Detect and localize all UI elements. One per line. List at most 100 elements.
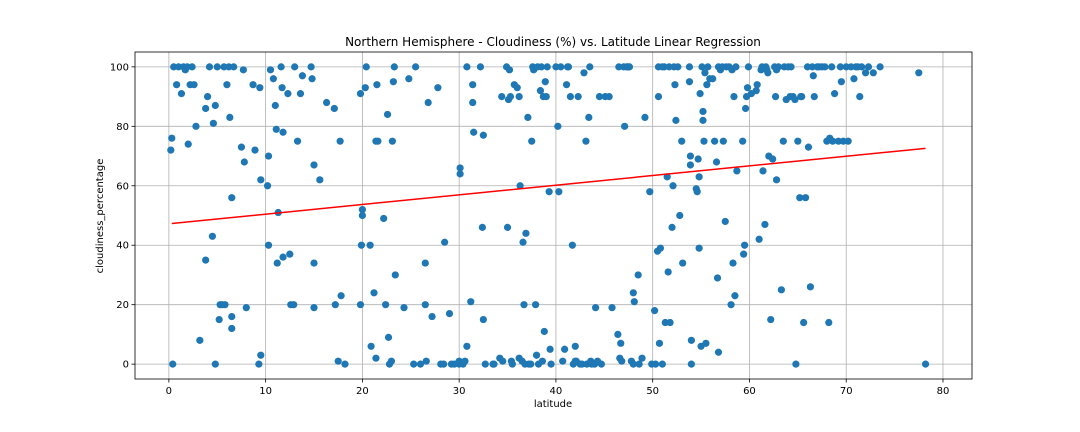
data-point [571,342,579,350]
data-point [809,72,817,80]
data-point [286,250,294,258]
data-point [498,92,506,101]
data-point [177,90,186,98]
data-point [696,90,704,98]
data-point [372,354,380,362]
data-point [463,63,471,71]
data-point [273,259,281,267]
data-point [597,360,605,368]
data-point [654,92,663,101]
data-point [520,301,528,309]
data-point [337,292,345,300]
data-point [531,301,540,309]
data-point [700,137,708,145]
data-point [192,122,200,130]
data-point [184,140,192,148]
data-point [230,63,238,71]
data-point [505,66,514,74]
data-point [239,66,247,74]
data-point [837,78,845,86]
data-point [850,75,858,83]
data-point [168,134,176,142]
data-point [499,357,507,365]
data-point [330,104,338,113]
plot-frame [134,51,973,380]
data-point [358,205,366,214]
data-point [546,345,554,353]
data-point [704,63,712,71]
data-point [257,176,265,184]
data-point [278,84,286,92]
data-point [695,244,703,252]
data-point [167,146,175,154]
data-point [269,75,277,83]
data-point [188,63,196,71]
data-point [864,63,873,71]
data-point [554,122,562,130]
data-point [676,211,684,220]
data-point [629,360,637,368]
data-point [421,301,429,309]
data-point [800,318,808,327]
data-point [693,188,701,196]
data-point [467,298,475,306]
data-point [798,92,806,101]
data-point [524,113,532,121]
x-tick-label: 70 [840,386,853,397]
data-point [456,170,464,178]
data-point [341,360,349,368]
data-point [249,81,257,89]
data-point [479,315,487,324]
data-point [646,188,654,196]
data-point [547,360,555,368]
data-point [702,339,710,347]
data-point [804,143,813,151]
x-tick-label: 0 [166,386,172,397]
data-point [695,173,703,181]
data-point [543,63,551,71]
data-point [685,63,694,71]
data-point [390,63,398,71]
data-point [272,125,280,133]
data-point [223,81,231,89]
data-point [266,66,275,74]
data-point [384,333,393,341]
data-point [388,137,396,145]
data-point [618,357,626,365]
data-point [469,98,477,107]
data-point [537,63,546,71]
data-point [228,324,236,333]
data-point [481,360,489,368]
data-point [752,87,760,95]
data-point [242,304,250,312]
data-point [731,292,739,300]
data-point [828,63,836,71]
data-point [740,250,748,258]
data-point [709,75,717,83]
data-point [741,241,749,249]
data-point [861,69,870,77]
data-point [279,253,287,261]
data-point [308,75,316,83]
data-point [527,360,535,368]
data-point [516,182,524,190]
data-point [211,360,219,368]
data-point [190,81,198,89]
data-point [779,137,787,145]
data-point [331,301,339,309]
data-point [595,92,604,101]
data-point [542,92,550,101]
data-point [557,63,565,71]
data-point [169,360,177,368]
data-point [221,301,229,309]
data-point [463,342,471,350]
data-point [699,116,707,124]
data-point [713,274,722,282]
data-point [810,92,818,101]
data-point [658,360,666,368]
data-point [712,158,721,166]
data-point [173,81,181,89]
data-point [792,360,800,368]
data-point [687,336,695,344]
data-point [373,81,381,89]
